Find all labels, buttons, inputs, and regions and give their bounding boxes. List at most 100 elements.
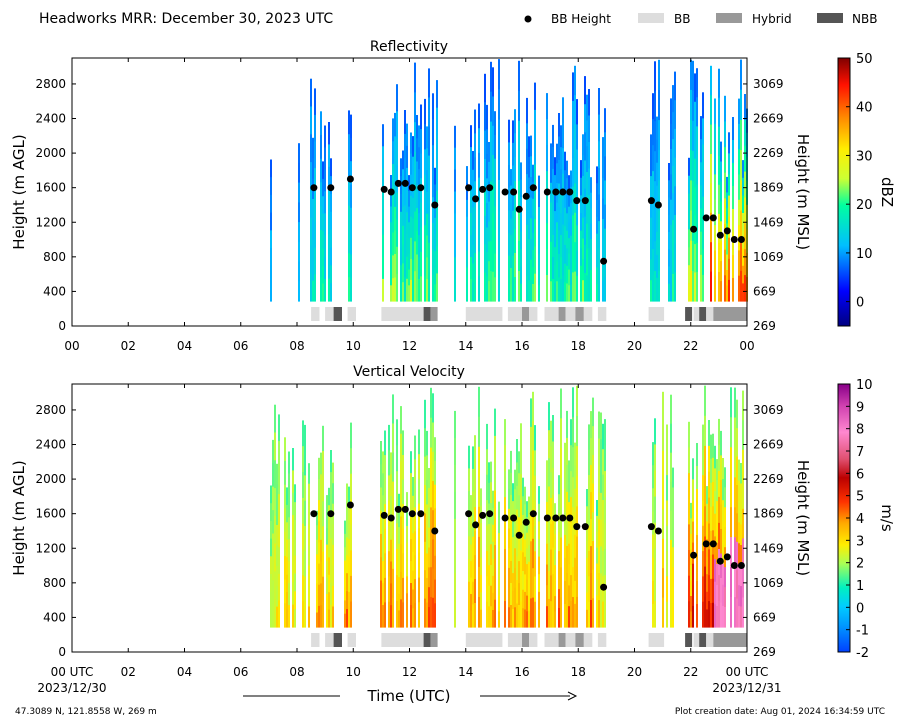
bb-height-point xyxy=(327,184,335,192)
field-column-segment xyxy=(592,483,594,513)
field-column-segment xyxy=(652,197,654,224)
field-column-segment xyxy=(568,191,570,208)
field-column-segment xyxy=(284,579,286,604)
field-column-segment xyxy=(656,254,658,279)
field-column-segment xyxy=(322,283,324,302)
field-column-segment xyxy=(322,161,324,180)
field-column-segment xyxy=(432,510,434,540)
field-column-segment xyxy=(696,271,698,302)
field-column-segment xyxy=(742,479,744,510)
field-column-segment xyxy=(414,211,416,242)
field-column-segment xyxy=(706,556,708,575)
field-column-segment xyxy=(398,610,400,628)
field-column-segment xyxy=(344,600,346,615)
field-column-segment xyxy=(530,259,532,281)
field-column-segment xyxy=(714,98,716,125)
bb-height-point xyxy=(573,197,581,205)
field-column-segment xyxy=(412,136,414,158)
field-column-segment xyxy=(392,164,394,188)
field-column-segment xyxy=(492,67,494,98)
field-column-segment xyxy=(704,476,706,507)
field-column-segment xyxy=(396,273,398,302)
field-column-segment xyxy=(724,224,726,251)
field-column-segment xyxy=(552,235,554,258)
field-column-segment xyxy=(562,173,564,200)
reflectivity-ylabel: Height (m AGL) xyxy=(10,134,28,249)
field-column-segment xyxy=(744,197,746,224)
field-column-segment xyxy=(278,440,280,469)
field-column-segment xyxy=(396,523,398,550)
field-column-segment xyxy=(514,607,516,628)
field-column-segment xyxy=(480,557,482,576)
field-column-segment xyxy=(270,609,272,628)
field-column-segment xyxy=(388,500,390,527)
field-column-segment xyxy=(488,606,490,628)
field-column-segment xyxy=(532,391,534,422)
field-column-segment xyxy=(650,134,652,156)
field-column-segment xyxy=(492,96,494,127)
field-column-segment xyxy=(468,491,470,515)
field-column-segment xyxy=(510,517,512,540)
plot-creation-date: Plot creation date: Aug 01, 2024 16:34:5… xyxy=(675,707,885,717)
field-column-segment xyxy=(330,265,332,284)
field-column-segment xyxy=(564,151,566,171)
field-column-segment xyxy=(652,145,654,172)
field-column-segment xyxy=(718,470,720,498)
field-column-segment xyxy=(270,485,272,504)
field-column-segment xyxy=(658,90,660,121)
field-column-segment xyxy=(718,601,720,628)
field-column-segment xyxy=(398,577,400,595)
field-column-segment xyxy=(408,175,410,192)
field-column-segment xyxy=(718,418,720,446)
field-column-segment xyxy=(588,248,590,276)
field-column-segment xyxy=(692,605,694,628)
field-column-segment xyxy=(730,567,732,598)
field-column-segment xyxy=(526,199,528,226)
field-column-segment xyxy=(572,272,574,302)
field-column-segment xyxy=(742,390,744,421)
field-column-segment xyxy=(326,594,328,612)
field-column-segment xyxy=(710,271,712,302)
field-column-segment xyxy=(518,90,520,122)
field-column-segment xyxy=(740,504,742,526)
field-column-segment xyxy=(742,195,744,214)
field-column-segment xyxy=(564,207,566,227)
field-column-segment xyxy=(284,461,286,486)
field-column-segment xyxy=(382,256,384,280)
field-column-segment xyxy=(672,567,674,588)
field-column-segment xyxy=(274,404,276,434)
field-column-segment xyxy=(430,417,432,449)
field-column-segment xyxy=(494,158,496,183)
field-column-segment xyxy=(388,551,390,578)
field-column-segment xyxy=(558,608,560,628)
field-column-segment xyxy=(700,162,702,186)
field-column-segment xyxy=(550,549,552,576)
field-column-segment xyxy=(576,566,578,598)
field-column-segment xyxy=(670,250,672,277)
field-column-segment xyxy=(588,525,590,552)
field-column-segment xyxy=(658,210,660,242)
field-column-segment xyxy=(490,271,492,302)
field-column-segment xyxy=(304,475,306,502)
field-column-segment xyxy=(574,271,576,302)
field-column-segment xyxy=(408,285,410,302)
bb-height-point xyxy=(408,184,416,192)
field-column-segment xyxy=(492,575,494,594)
field-column-segment xyxy=(518,180,520,212)
field-column-segment xyxy=(526,174,528,201)
field-column-segment xyxy=(418,125,420,148)
field-column-segment xyxy=(730,597,732,628)
field-column-segment xyxy=(742,177,744,196)
bb-height-point xyxy=(566,188,574,196)
field-column-segment xyxy=(656,231,658,256)
field-column-segment xyxy=(702,500,704,527)
field-column-segment xyxy=(508,489,510,510)
field-column-segment xyxy=(454,600,456,628)
field-column-segment xyxy=(520,266,522,285)
field-column-segment xyxy=(434,184,436,202)
field-column-segment xyxy=(434,437,436,462)
bb-height-point xyxy=(346,175,354,183)
field-column-segment xyxy=(326,561,328,579)
field-column-segment xyxy=(414,181,416,213)
field-column-segment xyxy=(560,235,562,258)
